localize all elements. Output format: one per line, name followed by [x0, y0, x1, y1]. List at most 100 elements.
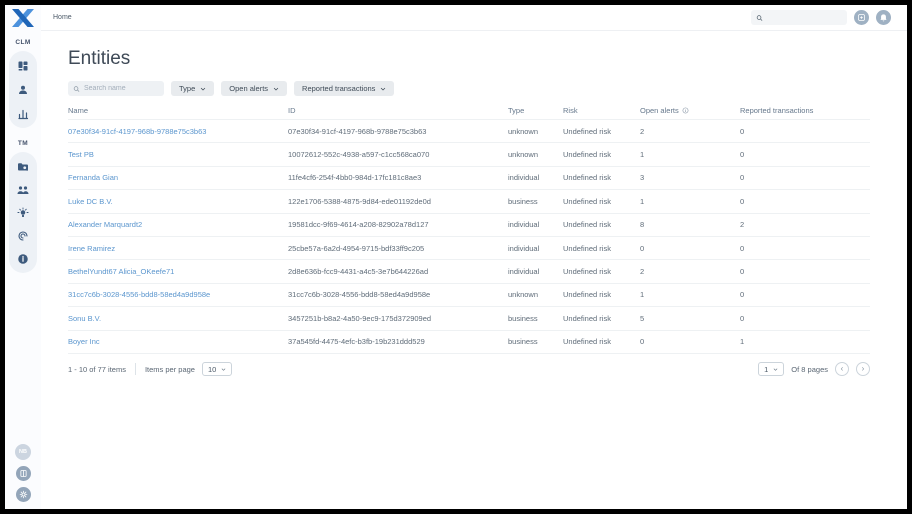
entity-id: 3457251b-b8a2-4a50-9ec9-175d372909ed	[288, 313, 432, 323]
create-button[interactable]	[854, 10, 869, 25]
breadcrumb[interactable]: Home	[53, 14, 72, 21]
global-search[interactable]	[751, 10, 847, 25]
prev-page-button[interactable]: ‹	[835, 362, 849, 376]
table-footer: 1 - 10 of 77 items Items per page 10 1 O…	[68, 359, 870, 379]
entity-name-link[interactable]: Boyer Inc	[68, 337, 100, 347]
user-avatar[interactable]: NB	[15, 444, 31, 460]
pagination-controls: 1 Of 8 pages ‹ ›	[758, 362, 870, 376]
entity-reported-transactions: 0	[740, 196, 745, 206]
entity-open-alerts: 5	[640, 313, 645, 323]
col-header-reported[interactable]: Reported transactions	[740, 105, 814, 115]
table-row: 07e30f34-91cf-4197-968b-9788e75c3b63 07e…	[68, 119, 870, 142]
entity-name-link[interactable]: 07e30f34-91cf-4197-968b-9788e75c3b63	[68, 126, 207, 136]
entity-reported-transactions: 1	[740, 337, 745, 347]
entity-open-alerts: 2	[640, 126, 645, 136]
entity-name-link[interactable]: Alexander Marquardt2	[68, 220, 143, 230]
chevron-down-icon	[273, 87, 279, 91]
chevron-down-icon	[201, 87, 206, 91]
people-icon[interactable]	[17, 183, 30, 196]
entity-open-alerts: 0	[640, 243, 645, 253]
app-logo-icon[interactable]	[12, 9, 34, 27]
col-header-type[interactable]: Type	[508, 105, 525, 115]
col-header-name[interactable]: Name	[68, 105, 89, 115]
topbar: Home	[41, 5, 907, 31]
table-row: Test PB 10072612-552c-4938-a597-c1cc568c…	[68, 142, 870, 165]
table-row: Alexander Marquardt2 19581dcc-9f69-4614-…	[68, 212, 870, 236]
clm-section-label: CLM	[15, 39, 31, 46]
documentation-icon[interactable]	[15, 466, 31, 481]
open-alerts-filter-dropdown[interactable]: Open alerts	[221, 81, 288, 96]
entity-reported-transactions: 0	[740, 150, 745, 160]
folder-search-icon[interactable]	[17, 160, 30, 173]
entity-name-link[interactable]: Sonu B.V.	[68, 313, 102, 323]
col-header-open-alerts[interactable]: Open alerts	[640, 106, 740, 115]
table-row: Luke DC B.V. 122e1706-5388-4875-9d84-ede…	[68, 189, 870, 212]
page-title: Entities	[68, 48, 131, 69]
bell-icon	[880, 14, 887, 22]
entity-open-alerts: 3	[640, 173, 645, 183]
entity-type: unknown	[508, 290, 539, 300]
plus-square-icon	[858, 14, 865, 21]
entity-risk: Undefined risk	[563, 196, 611, 206]
person-icon[interactable]	[17, 83, 30, 96]
pages-label: Of 8 pages	[791, 364, 828, 374]
tm-section-label: TM	[17, 140, 29, 147]
col-header-risk[interactable]: Risk	[563, 105, 578, 115]
main-content: Entities Type Open alerts Reported trans…	[41, 32, 907, 509]
entity-id: 10072612-552c-4938-a597-c1cc568ca070	[288, 150, 430, 160]
table-row: 31cc7c6b-3028-4556-bdd8-58ed4a9d958e 31c…	[68, 282, 870, 306]
entity-name-link[interactable]: BethelYundt67 Alicia_OKeefe71	[68, 267, 175, 277]
col-header-id[interactable]: ID	[288, 105, 296, 115]
chevron-down-icon	[381, 87, 386, 91]
notifications-button[interactable]	[876, 10, 891, 25]
entity-risk: Undefined risk	[563, 313, 611, 323]
table-row: Irene Ramirez 25cbe57a-6a2d-4954-9715-bd…	[68, 235, 870, 259]
bar-chart-icon[interactable]	[17, 107, 30, 120]
table-header-row: Name ID Type Risk Open alerts Reported t…	[68, 101, 870, 119]
type-filter-dropdown[interactable]: Type	[171, 81, 215, 96]
entity-id: 31cc7c6b-3028-4556-bdd8-58ed4a9d958e	[288, 290, 431, 300]
reported-transactions-filter-dropdown[interactable]: Reported transactions	[294, 81, 395, 96]
table-row: BethelYundt67 Alicia_OKeefe71 2d8e636b-f…	[68, 259, 870, 282]
entity-type: business	[508, 313, 538, 323]
filter-bar: Type Open alerts Reported transactions	[68, 81, 395, 96]
range-text: 1 - 10 of 77 items	[68, 364, 126, 374]
table-body: 07e30f34-91cf-4197-968b-9788e75c3b63 07e…	[68, 119, 870, 353]
entity-name-link[interactable]: Fernanda Gian	[68, 173, 119, 183]
info-circle-icon[interactable]	[17, 252, 30, 265]
lightbulb-icon[interactable]	[17, 206, 30, 219]
entity-open-alerts: 1	[640, 150, 645, 160]
entity-id: 19581dcc-9f69-4614-a208-82902a78d127	[288, 220, 429, 230]
items-per-page-select[interactable]: 10	[201, 362, 233, 376]
spiral-icon[interactable]	[17, 229, 30, 242]
entity-reported-transactions: 2	[740, 220, 745, 230]
entity-type: individual	[508, 173, 540, 183]
entity-reported-transactions: 0	[740, 126, 745, 136]
sidebar: CLM TM	[5, 5, 41, 509]
entity-name-link[interactable]: Irene Ramirez	[68, 243, 116, 253]
clm-icon-group	[9, 51, 37, 128]
global-search-input[interactable]	[766, 14, 842, 21]
next-page-button[interactable]: ›	[856, 362, 870, 376]
dashboard-icon[interactable]	[17, 59, 30, 72]
sidebar-bottom-group: NB	[15, 444, 31, 509]
entity-name-link[interactable]: 31cc7c6b-3028-4556-bdd8-58ed4a9d958e	[68, 290, 211, 300]
entity-risk: Undefined risk	[563, 220, 611, 230]
gear-icon[interactable]	[15, 487, 31, 502]
entity-risk: Undefined risk	[563, 243, 611, 253]
app-window: CLM TM	[5, 5, 907, 509]
entity-name-link[interactable]: Test PB	[68, 150, 94, 160]
page-select[interactable]: 1	[758, 362, 785, 376]
entity-id: 2d8e636b-fcc9-4431-a4c5-3e7b644226ad	[288, 267, 429, 277]
entity-type: business	[508, 196, 538, 206]
entity-risk: Undefined risk	[563, 150, 611, 160]
entity-open-alerts: 1	[640, 290, 645, 300]
entity-name-link[interactable]: Luke DC B.V.	[68, 196, 113, 206]
entity-type: unknown	[508, 126, 539, 136]
table-row: Sonu B.V. 3457251b-b8a2-4a50-9ec9-175d37…	[68, 306, 870, 329]
tm-icon-group	[9, 152, 37, 273]
entity-id: 11fe4cf6-254f-4bb0-984d-17fc181c8ae3	[288, 173, 422, 183]
entity-risk: Undefined risk	[563, 337, 611, 347]
name-filter-input[interactable]	[83, 85, 159, 92]
name-filter-search[interactable]	[68, 81, 164, 96]
